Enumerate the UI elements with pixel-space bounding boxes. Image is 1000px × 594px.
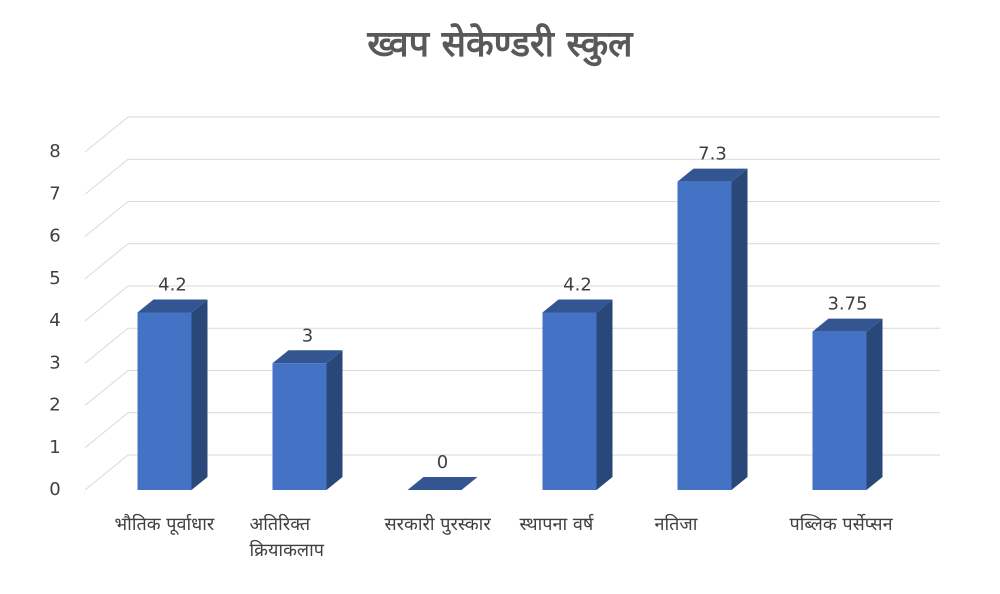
bar-face: [137, 312, 192, 490]
grid-line: [84, 412, 940, 449]
x-tick-label: स्थापना वर्ष: [519, 514, 594, 535]
bar: [272, 350, 343, 490]
bar: [677, 168, 748, 490]
y-tick-label: 6: [49, 226, 60, 247]
bar: [137, 299, 208, 490]
data-label: 4.2: [563, 275, 592, 296]
data-label: 7.3: [698, 144, 727, 165]
x-tick-label: सरकारी पुरस्कार: [384, 514, 491, 535]
x-tick-label: नतिजा: [654, 514, 698, 535]
bar-face: [542, 312, 597, 490]
data-label: 0: [437, 452, 448, 473]
grid-line: [84, 327, 940, 364]
y-tick-label: 0: [49, 479, 60, 500]
bar-face: [866, 318, 883, 490]
bar-face: [542, 299, 613, 313]
data-label: 3.75: [827, 294, 867, 315]
bar: [407, 477, 478, 490]
bar-face: [812, 331, 867, 490]
bar-face: [731, 168, 748, 490]
bar-face: [137, 299, 208, 313]
y-tick-label: 4: [49, 310, 60, 331]
x-tick-label: पब्लिक पर्सेप्सन: [789, 514, 893, 535]
bar-face: [326, 350, 343, 490]
grid-line: [84, 370, 940, 406]
bar-face: [677, 181, 732, 490]
grid-line: [84, 285, 940, 322]
bar-face: [677, 168, 748, 182]
bar: [542, 299, 613, 490]
bar-face: [596, 299, 613, 490]
data-label: 4.2: [158, 275, 187, 296]
data-label: 3: [302, 325, 313, 346]
grid-line: [84, 454, 940, 491]
y-tick-label: 8: [49, 141, 60, 162]
bar: [812, 318, 883, 490]
y-tick-label: 1: [49, 437, 60, 458]
grid-line: [84, 116, 940, 153]
grid-line: [84, 201, 940, 237]
bar-face: [407, 477, 478, 490]
bar-face: [272, 363, 327, 490]
bar-face: [191, 299, 208, 490]
grid-line: [84, 158, 940, 195]
y-tick-label: 5: [49, 268, 60, 289]
x-tick-label: भौतिक पूर्वाधार: [114, 514, 215, 535]
y-tick-label: 2: [49, 395, 60, 416]
x-tick-label: अतिरिक्त क्रियाकलाप: [249, 514, 325, 561]
bar-face: [272, 350, 343, 364]
grid-line: [84, 243, 940, 280]
bar-face: [812, 318, 883, 332]
y-tick-label: 3: [49, 352, 60, 373]
y-tick-label: 7: [49, 183, 60, 204]
chart-title: ख्वप सेकेण्डरी स्कुल: [367, 24, 633, 65]
